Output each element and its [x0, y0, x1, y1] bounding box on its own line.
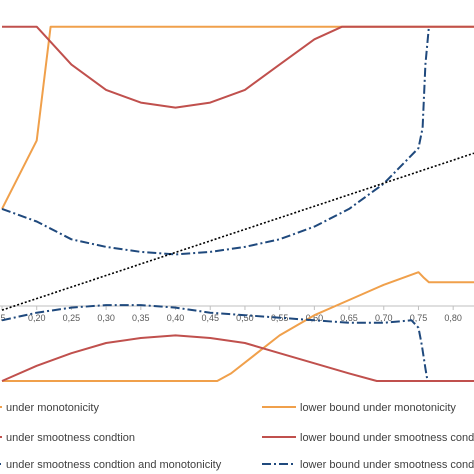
x-tick-label: 0,50 — [236, 313, 254, 323]
x-tick-label: 0,35 — [132, 313, 150, 323]
series-line-1 — [1, 25, 474, 210]
legend-label: lower bound under monotonicity — [300, 402, 456, 414]
legend-label: under monotonicity — [6, 402, 99, 414]
plot-area: 5 0,20 0,25 0,30 0,35 0,40 0,45 0,50 0,55 0,60 0,6… — [0, 25, 474, 382]
x-tick-label: 0,60 — [306, 313, 324, 323]
series-line-4 — [1, 152, 474, 311]
x-tick-label: 0,25 — [63, 313, 81, 323]
x-tick-label: 0,65 — [340, 313, 358, 323]
series-line-2 — [2, 25, 474, 109]
x-tick-label: 0,20 — [28, 313, 46, 323]
legend: under monotonicity lower bound under mono… — [0, 402, 474, 471]
legend-label: lower bound under smootness cond — [300, 432, 474, 444]
x-tick-label: 5 — [0, 313, 5, 323]
x-tick-label: 0,40 — [167, 313, 185, 323]
series-line-3 — [1, 26, 430, 256]
legend-label: under smootness condtion and monotonicit… — [6, 459, 222, 471]
legend-label: under smootness condtion — [6, 432, 135, 444]
legend-label: lower bound under smootness cond — [300, 459, 474, 471]
x-tick-label: 0,30 — [97, 313, 115, 323]
x-tick-label: 0,75 — [410, 313, 428, 323]
series-line-6 — [1, 334, 474, 382]
x-tick-label: 0,70 — [375, 313, 393, 323]
x-tick-label: 0,45 — [201, 313, 219, 323]
series-line-7 — [1, 304, 429, 382]
series-line-5 — [2, 271, 474, 382]
x-tick-label: 0,80 — [444, 313, 462, 323]
